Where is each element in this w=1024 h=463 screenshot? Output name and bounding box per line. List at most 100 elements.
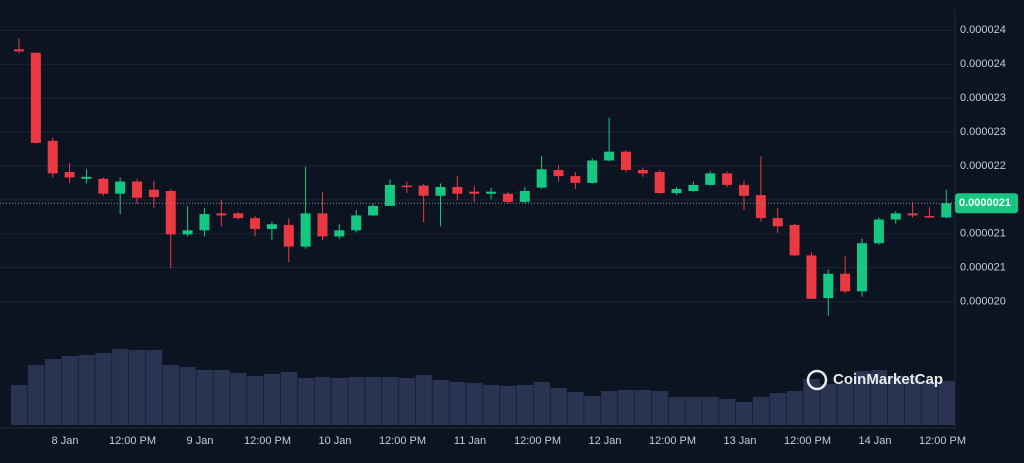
volume-bar [854, 371, 871, 425]
x-tick-label: 12:00 PM [784, 435, 831, 447]
volume-bar [348, 377, 365, 425]
volume-bar [702, 397, 719, 425]
volume-bar [415, 375, 432, 425]
candle-body [368, 205, 379, 216]
candle-body [755, 195, 766, 219]
volume-bar [213, 370, 230, 425]
volume-layer [11, 349, 955, 425]
volume-bar [314, 377, 331, 425]
candle-body [115, 181, 126, 194]
candle-body [182, 230, 193, 235]
volume-bar [112, 349, 129, 425]
volume-bar [601, 391, 618, 425]
volume-bar [803, 379, 820, 425]
volume-bar [668, 397, 685, 425]
grid-layer [0, 29, 955, 303]
volume-bar [786, 391, 803, 425]
candle-body [738, 184, 749, 196]
x-tick-label: 12 Jan [588, 435, 621, 447]
volume-bar [44, 359, 62, 425]
volume-bar [78, 355, 95, 425]
candle-body [30, 52, 41, 143]
candle-body [401, 185, 412, 188]
candle-body [688, 184, 699, 192]
watermark: CoinMarketCap [806, 369, 943, 391]
volume-bar [735, 402, 753, 425]
volume-bar [567, 392, 584, 425]
candle-body [317, 213, 328, 237]
volume-bar [179, 367, 196, 425]
volume-bar [904, 378, 921, 425]
candle-body [384, 184, 395, 206]
candle-body [806, 255, 817, 299]
candle-body [334, 230, 345, 237]
volume-bar [449, 382, 466, 425]
volume-bar [617, 390, 635, 425]
x-tick-label: 14 Jan [858, 435, 891, 447]
candle-body [199, 214, 210, 231]
volume-bar [432, 380, 449, 425]
volume-bar [196, 370, 213, 425]
y-tick-label: 0.000021 [960, 228, 1006, 240]
volume-bar [550, 388, 567, 425]
x-tick-label: 12:00 PM [919, 435, 966, 447]
x-tick-label: 9 Jan [187, 435, 214, 447]
candle-body [722, 173, 733, 185]
candle-body [570, 176, 581, 183]
candle-body [502, 193, 513, 202]
current-price-label: 0.0000021 [959, 197, 1011, 209]
volume-bar [11, 385, 28, 425]
x-tick-label: 10 Jan [318, 435, 351, 447]
candle-body [300, 213, 311, 247]
candle-body [233, 213, 244, 219]
candle-body [907, 213, 918, 216]
y-tick-label: 0.000022 [960, 160, 1006, 172]
candle-body [452, 186, 463, 194]
candle-body [671, 188, 682, 194]
volume-bar [769, 393, 786, 425]
y-tick-label: 0.000023 [960, 126, 1006, 138]
candle-layer [0, 38, 955, 316]
candle-body [519, 191, 530, 202]
volume-bar [651, 391, 668, 425]
volume-bar [263, 374, 281, 425]
volume-bar [533, 382, 550, 425]
volume-bar [483, 385, 500, 425]
volume-bar [499, 386, 517, 425]
candle-body [98, 178, 109, 194]
volume-bar [297, 378, 314, 425]
axes-layer: 0.000024 0.000024 0.000023 0.000023 0.000022… [52, 24, 1018, 447]
y-tick-label: 0.000023 [960, 92, 1006, 104]
candle-body [857, 243, 867, 292]
volume-bar [331, 378, 348, 425]
candle-body [81, 176, 92, 179]
volume-bar [95, 353, 112, 425]
volume-bar [381, 377, 399, 425]
candle-body [216, 213, 227, 216]
candle-body [148, 189, 159, 198]
x-tick-label: 12:00 PM [244, 435, 291, 447]
candle-body [924, 216, 935, 218]
candle-body [266, 224, 277, 229]
candle-body [705, 173, 716, 185]
candle-body [486, 191, 497, 194]
y-tick-label: 0.000021 [960, 262, 1006, 274]
x-tick-label: 11 Jan [454, 435, 486, 447]
candle-body [351, 215, 362, 231]
x-tick-label: 12:00 PM [379, 435, 426, 447]
x-tick-label: 13 Jan [723, 435, 756, 447]
candle-body [64, 172, 75, 178]
candle-body [47, 140, 58, 174]
volume-bar [398, 378, 416, 425]
candle-body [165, 191, 176, 235]
volume-bar [921, 381, 938, 425]
volume-bar [887, 376, 905, 425]
volume-bar [230, 373, 247, 425]
candle-body [418, 185, 429, 196]
y-tick-label: 0.000024 [960, 24, 1006, 36]
candle-body [789, 224, 800, 256]
candle-body [620, 151, 631, 170]
candle-body [890, 213, 901, 220]
candle-body [132, 181, 143, 198]
volume-bar [938, 381, 955, 425]
